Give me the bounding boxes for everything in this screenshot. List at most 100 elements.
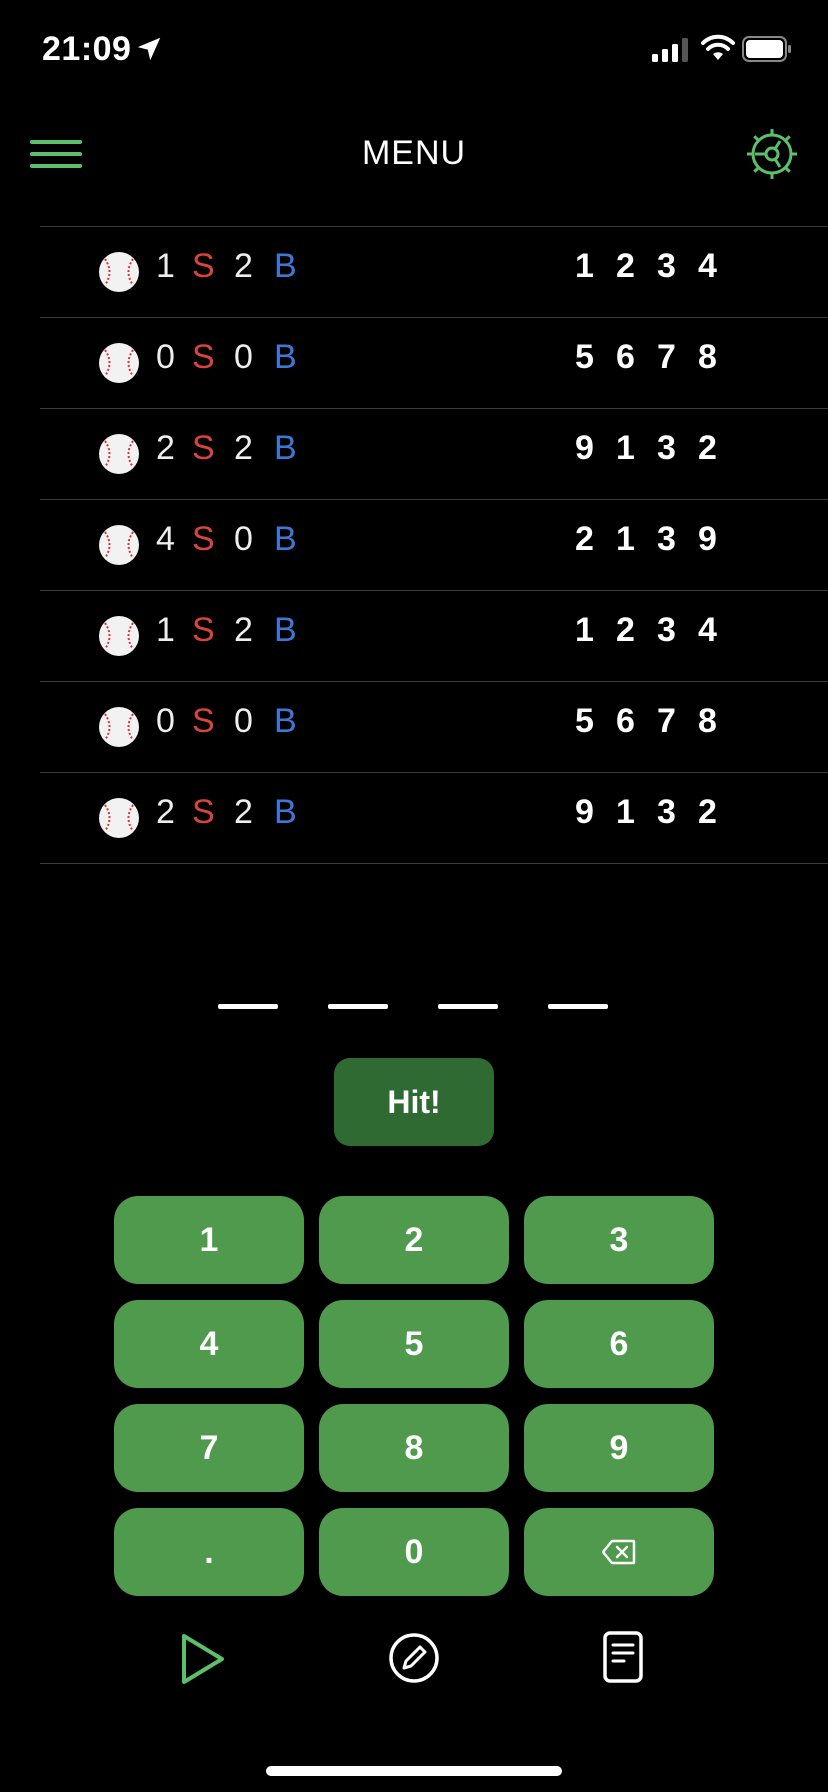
guess-digit: 9 [575, 429, 594, 467]
strike-label: S [192, 611, 215, 649]
ball-label: B [274, 702, 297, 740]
baseball-icon [98, 615, 140, 657]
ball-count: 0 [234, 520, 253, 558]
page-title: MENU [361, 134, 467, 172]
keypad-key-4[interactable]: 4 [114, 1300, 304, 1388]
guess-digit: 1 [575, 611, 594, 649]
ball-count: 2 [234, 429, 253, 467]
keypad-key-9[interactable]: 9 [524, 1404, 714, 1492]
guess-row-partial [40, 863, 828, 886]
location-arrow-icon [137, 37, 161, 61]
wifi-icon [701, 34, 735, 60]
keypad-key-3[interactable]: 3 [524, 1196, 714, 1284]
strike-count: 2 [156, 793, 175, 831]
guess-digit: 9 [575, 793, 594, 831]
app-header: MENU [0, 108, 828, 198]
guess-digit: 7 [657, 338, 676, 376]
keypad-key-6[interactable]: 6 [524, 1300, 714, 1388]
keypad-backspace-button[interactable] [524, 1508, 714, 1596]
ball-label: B [274, 338, 297, 376]
ball-count: 2 [234, 611, 253, 649]
ball-label: B [274, 429, 297, 467]
guess-digit: 2 [575, 520, 594, 558]
settings-gear-icon[interactable] [744, 126, 800, 182]
ball-count: 2 [234, 247, 253, 285]
cellular-signal-icon [652, 38, 688, 62]
guess-digit: 6 [616, 338, 635, 376]
guess-digit: 3 [657, 793, 676, 831]
guess-digit: 3 [657, 429, 676, 467]
keypad-key-1[interactable]: 1 [114, 1196, 304, 1284]
baseball-icon [98, 342, 140, 384]
baseball-icon [98, 797, 140, 839]
strike-count: 1 [156, 247, 175, 285]
home-indicator [266, 1766, 562, 1776]
strike-count: 0 [156, 702, 175, 740]
ball-label: B [274, 611, 297, 649]
guess-slot [328, 1004, 388, 1009]
strike-label: S [192, 702, 215, 740]
keypad-key-2[interactable]: 2 [319, 1196, 509, 1284]
keypad-key-7[interactable]: 7 [114, 1404, 304, 1492]
baseball-icon [98, 251, 140, 293]
guess-slot [218, 1004, 278, 1009]
battery-icon [742, 36, 791, 62]
guess-digit: 4 [698, 247, 717, 285]
strike-count: 1 [156, 611, 175, 649]
ball-count: 2 [234, 793, 253, 831]
hamburger-menu-icon[interactable] [30, 140, 82, 168]
guess-digit: 8 [698, 702, 717, 740]
guess-digit: 8 [698, 338, 717, 376]
strike-count: 0 [156, 338, 175, 376]
guess-digit: 3 [657, 247, 676, 285]
guess-digit: 3 [657, 520, 676, 558]
ball-label: B [274, 520, 297, 558]
edit-icon[interactable] [388, 1632, 440, 1684]
guess-digit: 2 [616, 247, 635, 285]
baseball-icon [98, 433, 140, 475]
guess-digit: 4 [698, 611, 717, 649]
ball-count: 0 [234, 338, 253, 376]
strike-label: S [192, 520, 215, 558]
status-bar: 21:09 [0, 0, 828, 100]
guess-digit: 1 [575, 247, 594, 285]
strike-label: S [192, 429, 215, 467]
play-icon[interactable] [178, 1632, 228, 1686]
strike-count: 4 [156, 520, 175, 558]
keypad-key-0[interactable]: 0 [319, 1508, 509, 1596]
guess-digit: 5 [575, 702, 594, 740]
strike-label: S [192, 247, 215, 285]
notes-icon[interactable] [602, 1630, 646, 1684]
strike-count: 2 [156, 429, 175, 467]
guess-slot [438, 1004, 498, 1009]
guess-slot [548, 1004, 608, 1009]
current-guess-slots [218, 1004, 610, 1010]
keypad-key-5[interactable]: 5 [319, 1300, 509, 1388]
guess-digit: 3 [657, 611, 676, 649]
guess-digit: 9 [698, 520, 717, 558]
keypad-key-dot[interactable]: . [114, 1508, 304, 1596]
baseball-icon [98, 524, 140, 566]
hit-button[interactable]: Hit! [334, 1058, 494, 1146]
keypad-key-8[interactable]: 8 [319, 1404, 509, 1492]
baseball-icon [98, 706, 140, 748]
guess-digit: 6 [616, 702, 635, 740]
ball-count: 0 [234, 702, 253, 740]
guess-digit: 5 [575, 338, 594, 376]
backspace-icon [602, 1539, 636, 1565]
strike-label: S [192, 338, 215, 376]
guess-digit: 2 [698, 429, 717, 467]
strike-label: S [192, 793, 215, 831]
guess-digit: 2 [698, 793, 717, 831]
